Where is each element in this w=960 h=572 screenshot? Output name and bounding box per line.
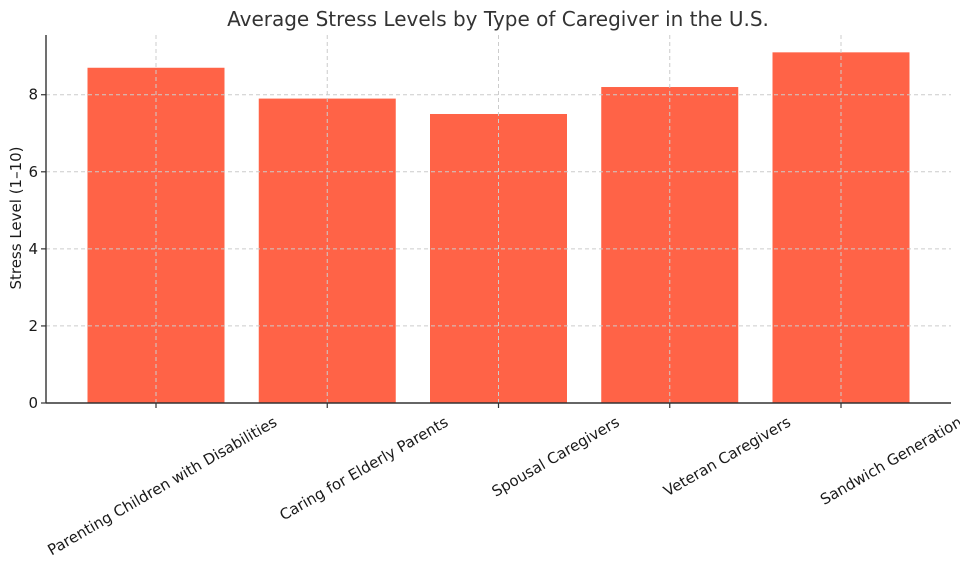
y-tick-label-3: 6 <box>28 163 38 181</box>
x-tick-label-4: Sandwich Generation <box>817 413 960 509</box>
y-tick-label-2: 4 <box>28 240 38 258</box>
y-tick-label-1: 2 <box>28 317 38 335</box>
y-tick-label-0: 0 <box>28 394 38 412</box>
x-tick-label-2: Spousal Caregivers <box>489 413 623 501</box>
x-tick-label-0: Parenting Children with Disabilities <box>44 413 280 559</box>
y-ticks: 0 2 4 6 8 <box>28 86 46 412</box>
y-tick-label-4: 8 <box>28 86 38 104</box>
x-tick-label-1: Caring for Elderly Parents <box>276 413 451 524</box>
gridlines <box>46 35 951 403</box>
bar-0 <box>87 67 225 403</box>
y-axis-label: Stress Level (1–10) <box>7 146 25 289</box>
x-ticks: Parenting Children with DisabilitiesCari… <box>44 403 960 559</box>
chart-title: Average Stress Levels by Type of Caregiv… <box>227 7 769 31</box>
x-tick-label-3: Veteran Caregivers <box>660 413 794 500</box>
